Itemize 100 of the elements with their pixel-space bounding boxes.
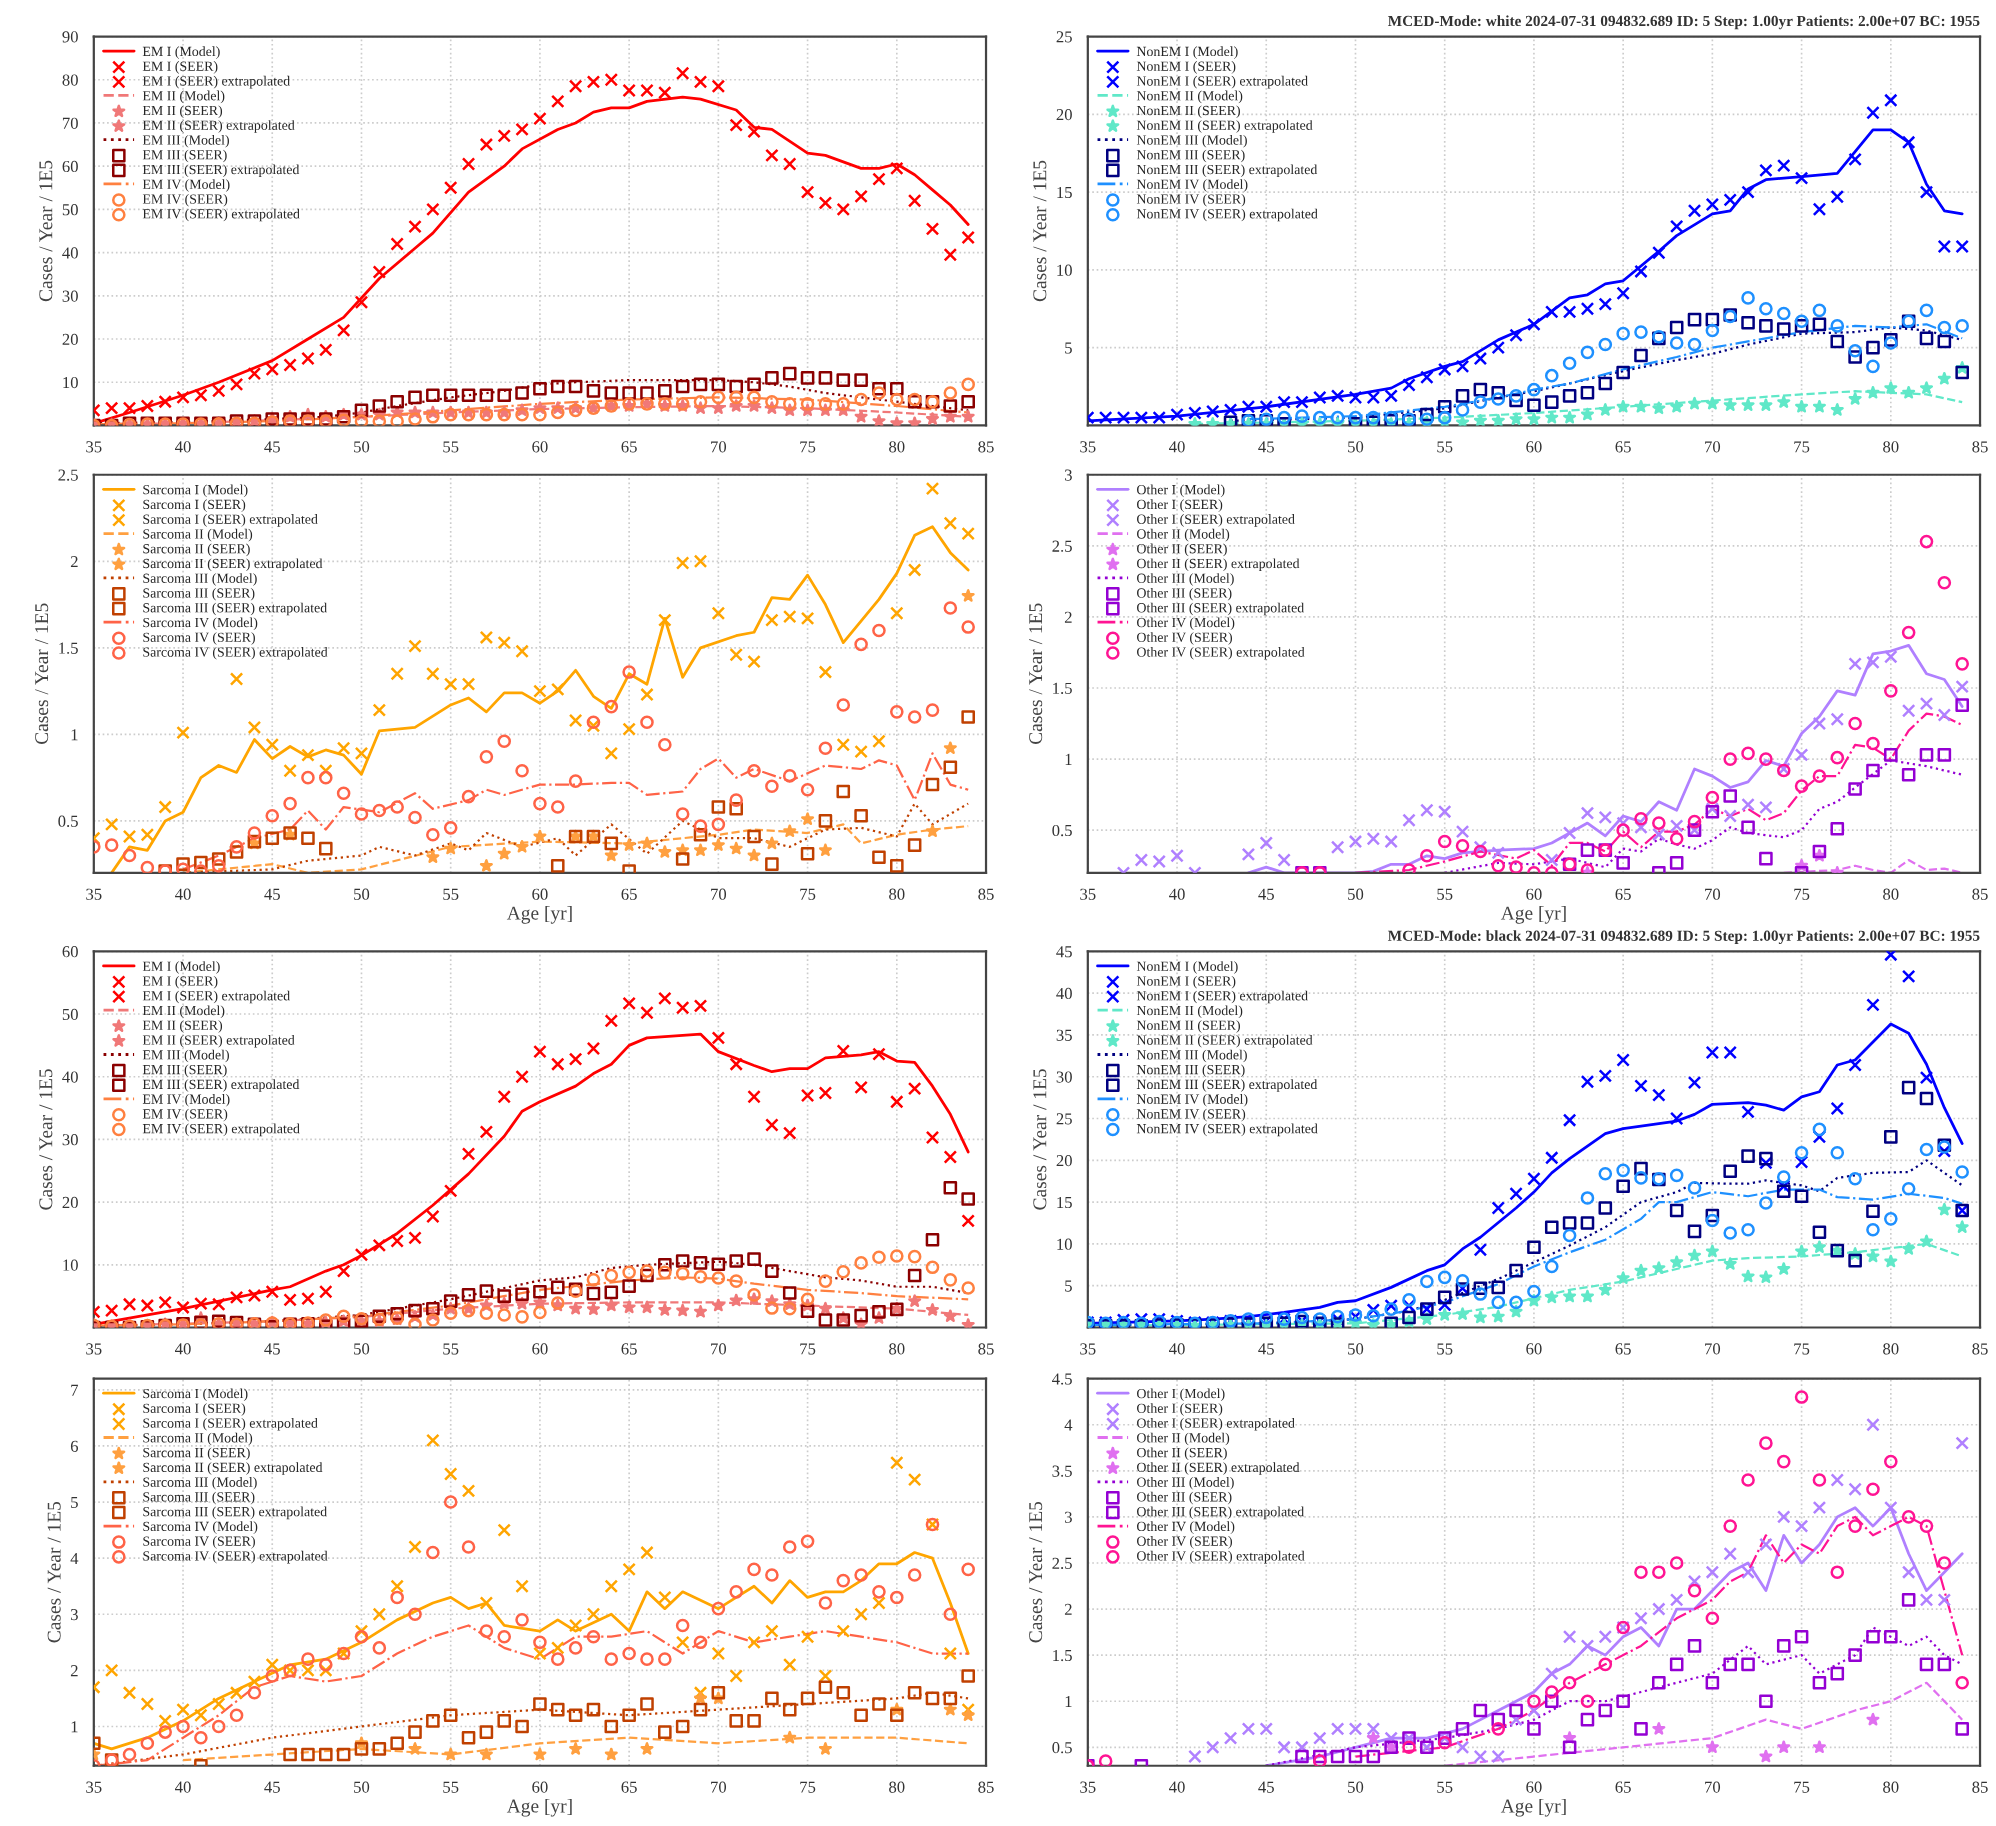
y-tick-label: 2 <box>1064 611 1072 623</box>
y-tick-label: 35 <box>1056 1029 1072 1041</box>
x-tick-label: 85 <box>978 441 994 453</box>
y-tick-label: 45 <box>1056 946 1072 958</box>
x-axis-title: Age [yr] <box>1500 906 1566 924</box>
y-tick-label: 4.5 <box>1052 1373 1072 1385</box>
x-tick-label: 75 <box>800 1343 816 1355</box>
x-tick-label: 50 <box>1348 1781 1364 1793</box>
x-axis-title: Age [yr] <box>506 906 572 924</box>
x-tick-label: 50 <box>354 441 370 453</box>
y-axis-title: Cases / Year / 1E5 <box>1033 1069 1047 1210</box>
y-tick-label: 70 <box>62 117 78 129</box>
x-tick-label: 80 <box>889 888 905 900</box>
x-tick-label: 55 <box>443 888 459 900</box>
y-tick-label: 40 <box>62 247 78 259</box>
y-tick-label: 50 <box>62 204 78 216</box>
x-tick-label: 70 <box>711 1343 727 1355</box>
x-tick-label: 55 <box>443 441 459 453</box>
x-tick-label: 80 <box>1883 1781 1899 1793</box>
y-tick-label: 60 <box>62 160 78 173</box>
y-tick-label: 0.5 <box>1052 824 1072 837</box>
y-tick-label: 10 <box>1057 264 1072 276</box>
y-tick-label: 30 <box>62 1134 78 1146</box>
y-tick-label: 90 <box>62 31 78 43</box>
y-tick-label: 20 <box>1056 109 1072 121</box>
x-tick-label: 70 <box>1705 1343 1721 1355</box>
x-tick-label: 65 <box>621 888 637 900</box>
x-tick-label: 80 <box>1883 1343 1899 1355</box>
y-tick-label: 2 <box>70 556 78 568</box>
x-tick-label: 65 <box>621 441 637 453</box>
y-axis-title: Cases / Year / 1E5 <box>1029 603 1043 745</box>
y-tick-label: 10 <box>63 376 78 389</box>
y-tick-label: 3 <box>1065 1511 1072 1523</box>
x-tick-label: 70 <box>711 441 727 453</box>
y-tick-label: 1 <box>1065 1696 1072 1708</box>
x-tick-label: 60 <box>1526 1781 1542 1793</box>
y-tick-label: 7 <box>71 1384 79 1396</box>
x-tick-label: 80 <box>1883 441 1899 453</box>
x-axis-title: Age [yr] <box>506 1798 572 1817</box>
x-tick-label: 75 <box>1794 1343 1810 1355</box>
y-tick-label: 10 <box>1057 1238 1072 1250</box>
y-tick-label: 2.5 <box>1052 1557 1072 1569</box>
x-tick-label: 50 <box>1348 888 1364 900</box>
y-tick-label: 6 <box>70 1440 79 1452</box>
x-tick-label: 40 <box>175 441 191 453</box>
y-tick-label: 3 <box>1065 469 1072 481</box>
y-tick-label: 2.5 <box>58 469 78 481</box>
y-tick-label: 0.5 <box>58 815 78 827</box>
x-tick-label: 80 <box>889 1781 905 1793</box>
x-tick-label: 45 <box>1258 441 1274 453</box>
x-tick-label: 35 <box>1080 1343 1096 1355</box>
y-tick-label: 15 <box>1057 1196 1072 1209</box>
x-tick-label: 85 <box>1972 1781 1988 1793</box>
x-tick-label: 35 <box>86 888 102 900</box>
x-tick-label: 35 <box>86 1343 102 1355</box>
x-tick-label: 60 <box>1526 888 1542 900</box>
x-tick-label: 60 <box>1526 441 1542 453</box>
x-tick-label: 50 <box>1348 441 1364 453</box>
x-tick-label: 55 <box>1437 1781 1453 1793</box>
x-tick-label: 40 <box>175 1343 191 1355</box>
x-tick-label: 45 <box>1258 1343 1274 1355</box>
y-tick-label: 10 <box>63 1259 78 1271</box>
y-tick-label: 2.5 <box>1052 540 1072 552</box>
y-tick-label: 5 <box>1065 1280 1072 1292</box>
x-axis-title: Age [yr] <box>1500 1798 1566 1817</box>
x-tick-label: 35 <box>1080 441 1096 453</box>
y-tick-label: 25 <box>1056 1113 1072 1125</box>
x-tick-label: 65 <box>1615 888 1631 900</box>
y-tick-label: 1.5 <box>59 642 78 654</box>
x-tick-label: 75 <box>1794 888 1810 900</box>
x-tick-label: 85 <box>978 1343 994 1355</box>
x-tick-label: 85 <box>1972 441 1988 453</box>
x-tick-label: 75 <box>800 1781 816 1793</box>
x-tick-label: 65 <box>621 1343 637 1355</box>
x-tick-label: 70 <box>711 1781 727 1793</box>
x-tick-label: 35 <box>1080 1781 1096 1793</box>
y-tick-label: 1 <box>71 1721 78 1733</box>
x-tick-label: 55 <box>1437 1343 1453 1355</box>
x-tick-label: 60 <box>532 1343 548 1355</box>
x-tick-label: 40 <box>175 888 191 900</box>
y-tick-label: 3 <box>71 1609 78 1621</box>
x-tick-label: 75 <box>800 888 816 900</box>
x-tick-label: 80 <box>889 441 905 453</box>
x-tick-label: 65 <box>1615 1343 1631 1355</box>
x-tick-label: 70 <box>1705 1781 1721 1793</box>
y-tick-label: 20 <box>62 333 78 345</box>
y-tick-label: 30 <box>62 290 78 302</box>
y-tick-label: 3.5 <box>1052 1465 1072 1477</box>
x-tick-label: 65 <box>1615 441 1631 453</box>
y-tick-label: 2 <box>70 1665 78 1677</box>
y-tick-label: 0.5 <box>1052 1742 1072 1754</box>
x-tick-label: 35 <box>86 441 102 453</box>
x-tick-label: 70 <box>711 888 727 900</box>
y-tick-label: 40 <box>62 1071 78 1083</box>
x-tick-label: 60 <box>532 888 548 900</box>
x-tick-label: 55 <box>1437 888 1453 900</box>
y-tick-label: 30 <box>1056 1071 1072 1083</box>
y-tick-label: 2 <box>1064 1603 1072 1615</box>
x-tick-label: 40 <box>1169 1343 1185 1355</box>
x-tick-label: 55 <box>443 1781 459 1793</box>
